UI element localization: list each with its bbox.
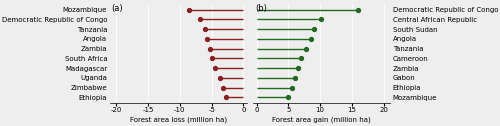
Text: (b): (b) bbox=[255, 4, 266, 13]
X-axis label: Forest area loss (million ha): Forest area loss (million ha) bbox=[130, 116, 227, 123]
X-axis label: Forest area gain (million ha): Forest area gain (million ha) bbox=[272, 116, 371, 123]
Text: (a): (a) bbox=[112, 4, 123, 13]
